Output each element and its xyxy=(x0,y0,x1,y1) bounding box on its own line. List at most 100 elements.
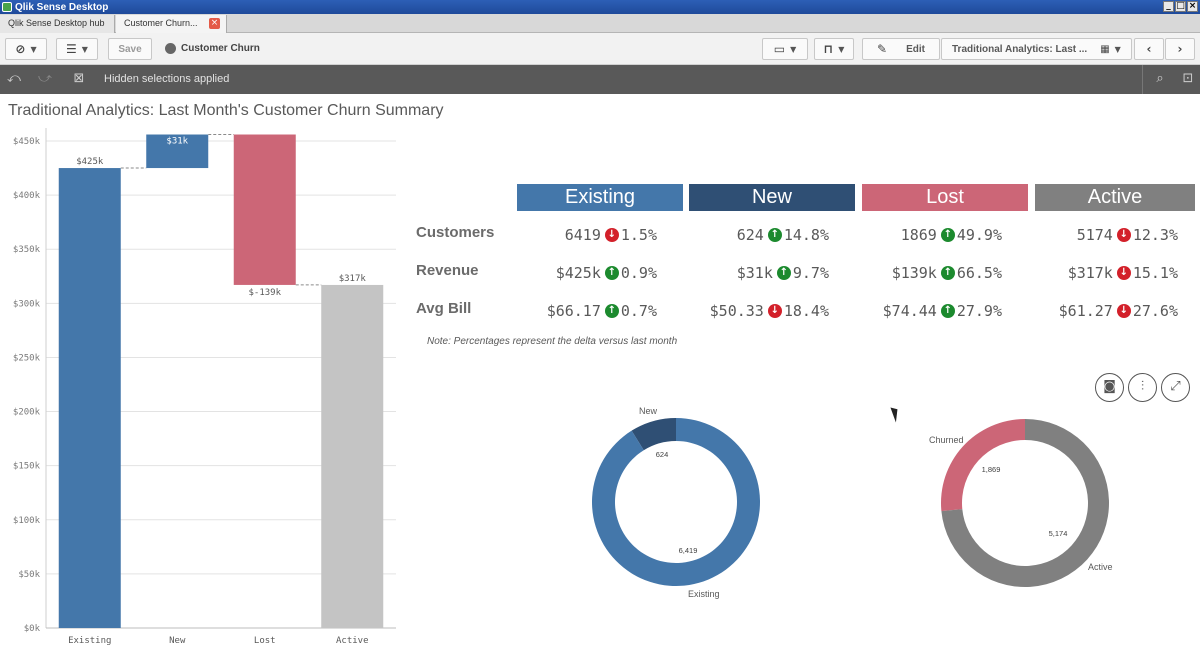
kpi-cell: $66.17 ↑ 0.7% xyxy=(497,302,657,320)
kpi-value: 6419 xyxy=(564,226,601,244)
y-tick-label: $400k xyxy=(13,191,41,201)
fullscreen-expand-icon[interactable]: ⤢ xyxy=(1161,373,1190,402)
tab-close-icon[interactable]: × xyxy=(209,18,220,29)
y-tick-label: $300k xyxy=(13,299,41,309)
bar-data-label: $31k xyxy=(166,137,188,147)
kpi-delta: 0.7% xyxy=(620,302,657,320)
bar-data-label: $317k xyxy=(339,274,367,284)
kpi-delta: 27.9% xyxy=(956,302,1002,320)
donut-value-label: 5,174 xyxy=(1049,529,1068,538)
save-button[interactable]: Save xyxy=(108,38,152,60)
kpi-cell: 624 ↑ 14.8% xyxy=(669,226,829,244)
kpi-row-label: Avg Bill xyxy=(416,300,472,317)
kpi-cell: $317k ↓ 15.1% xyxy=(1018,264,1178,282)
kpi-delta: 15.1% xyxy=(1132,264,1178,282)
arrow-down-icon: ↓ xyxy=(1116,266,1131,280)
kpi-row-label: Customers xyxy=(416,224,495,241)
donut-category-label: Active xyxy=(1088,562,1113,572)
bookmark-button[interactable]: ⊓ ▼ xyxy=(814,38,854,60)
globe-icon xyxy=(165,43,176,54)
selections-tool-icon[interactable]: ⊡ xyxy=(1182,71,1194,86)
snapshot-camera-icon[interactable]: ◙ xyxy=(1095,373,1124,402)
waterfall-bar-new xyxy=(146,134,209,169)
kpi-header-new: New xyxy=(689,184,855,211)
kpi-header-active: Active xyxy=(1035,184,1195,211)
step-forward-icon[interactable]: ⤻ xyxy=(38,71,52,86)
y-tick-label: $250k xyxy=(13,353,41,363)
arrow-up-icon: ↑ xyxy=(604,266,619,280)
compass-icon: ⊘ xyxy=(15,42,26,56)
kpi-delta: 66.5% xyxy=(956,264,1002,282)
kpi-cell: 5174 ↓ 12.3% xyxy=(1018,226,1178,244)
new-existing-donut-chart[interactable]: New 624 Existing 6,419 xyxy=(560,398,800,608)
y-tick-label: $350k xyxy=(13,245,41,255)
donut-value-label: 1,869 xyxy=(982,465,1001,474)
navigation-menu-button[interactable]: ⊘ ▼ xyxy=(5,38,47,60)
kpi-cell: $50.33 ↓ 18.4% xyxy=(669,302,829,320)
object-toolbar: ◙ ⫶ ⤢ xyxy=(1095,373,1190,402)
donut-category-label: Existing xyxy=(688,589,720,599)
waterfall-bar-active xyxy=(321,284,384,628)
arrow-up-icon: ↑ xyxy=(767,228,782,242)
kpi-value: $31k xyxy=(736,264,773,282)
donut-value-label: 6,419 xyxy=(679,546,698,555)
kpi-value: $74.44 xyxy=(882,302,937,320)
app-toolbar: ⊘ ▼ ☰ ▼ Save Customer Churn ▭ ▼ ⊓ ▼ ✎ Edit T… xyxy=(0,33,1200,65)
waterfall-bar-existing xyxy=(58,168,121,629)
sheet-selector-label: Traditional Analytics: Last ... xyxy=(952,43,1088,55)
global-menu-button[interactable]: ☰ ▼ xyxy=(56,38,98,60)
kpi-value: 5174 xyxy=(1076,226,1113,244)
y-tick-label: $0k xyxy=(24,624,41,634)
selections-bar: ⤺ ⤻ ⊠ Hidden selections applied ⌕ ⊡ xyxy=(0,65,1200,94)
kpi-delta: 12.3% xyxy=(1132,226,1178,244)
x-tick-label: Active xyxy=(336,636,369,646)
clear-selections-icon[interactable]: ⊠ xyxy=(73,71,85,86)
kpi-header-existing: Existing xyxy=(517,184,683,211)
kpi-value: $50.33 xyxy=(709,302,764,320)
waterfall-chart[interactable]: $0k $50k $100k $150k $200k $250k $300k $350k $40… xyxy=(0,128,402,652)
kpi-value: 1869 xyxy=(900,226,937,244)
waterfall-bar-lost xyxy=(233,134,296,285)
kpi-cell: $31k ↑ 9.7% xyxy=(669,264,829,282)
arrow-up-icon: ↑ xyxy=(940,304,955,318)
edit-button[interactable]: ✎ Edit xyxy=(862,38,940,60)
y-tick-label: $450k xyxy=(13,137,41,147)
exploration-menu-icon[interactable]: ⫶ xyxy=(1128,373,1157,402)
tab-hub[interactable]: Qlik Sense Desktop hub xyxy=(0,15,115,33)
kpi-value: $317k xyxy=(1067,264,1113,282)
minimize-button[interactable]: _ xyxy=(1163,1,1174,12)
previous-sheet-button[interactable]: ‹ xyxy=(1134,38,1164,60)
maximize-button[interactable]: □ xyxy=(1175,1,1186,12)
donut-value-label: 624 xyxy=(656,450,669,459)
tab-strip: Qlik Sense Desktop hub Customer Churn...… xyxy=(0,14,1200,33)
donut-category-label: New xyxy=(639,406,658,416)
next-sheet-button[interactable]: › xyxy=(1165,38,1195,60)
qlik-app-icon xyxy=(2,2,12,12)
donut-category-label: Churned xyxy=(929,435,964,445)
arrow-up-icon: ↑ xyxy=(604,304,619,318)
chevron-down-icon: ▼ xyxy=(838,44,845,54)
sheet-thumbnail-icon: ▦ xyxy=(1100,43,1110,55)
tab-customer-churn[interactable]: Customer Churn... × xyxy=(116,15,227,33)
search-icon[interactable]: ⌕ xyxy=(1156,71,1164,86)
kpi-value: $139k xyxy=(891,264,937,282)
chevron-down-icon: ▼ xyxy=(790,44,797,54)
step-back-icon[interactable]: ⤺ xyxy=(7,71,21,86)
chevron-left-icon: ‹ xyxy=(1146,42,1152,56)
churned-active-donut-chart[interactable]: Churned 1,869 Active 5,174 xyxy=(900,410,1140,610)
list-icon: ☰ xyxy=(66,42,77,56)
donut-slice-new xyxy=(631,418,676,451)
sheet-selector[interactable]: Traditional Analytics: Last ... ▦ ▼ xyxy=(941,38,1132,60)
chevron-down-icon: ▼ xyxy=(1114,44,1121,54)
x-tick-label: Existing xyxy=(68,636,111,646)
kpi-delta: 0.9% xyxy=(620,264,657,282)
kpi-delta: 14.8% xyxy=(783,226,829,244)
donut-slice-churned xyxy=(941,419,1025,512)
app-name: Customer Churn xyxy=(181,43,260,54)
presentation-icon: ▭ xyxy=(773,42,786,56)
chevron-right-icon: › xyxy=(1177,42,1183,56)
chevron-down-icon: ▼ xyxy=(30,44,37,54)
y-tick-label: $150k xyxy=(13,462,41,472)
story-menu-button[interactable]: ▭ ▼ xyxy=(762,38,808,60)
close-window-button[interactable]: × xyxy=(1187,1,1198,12)
